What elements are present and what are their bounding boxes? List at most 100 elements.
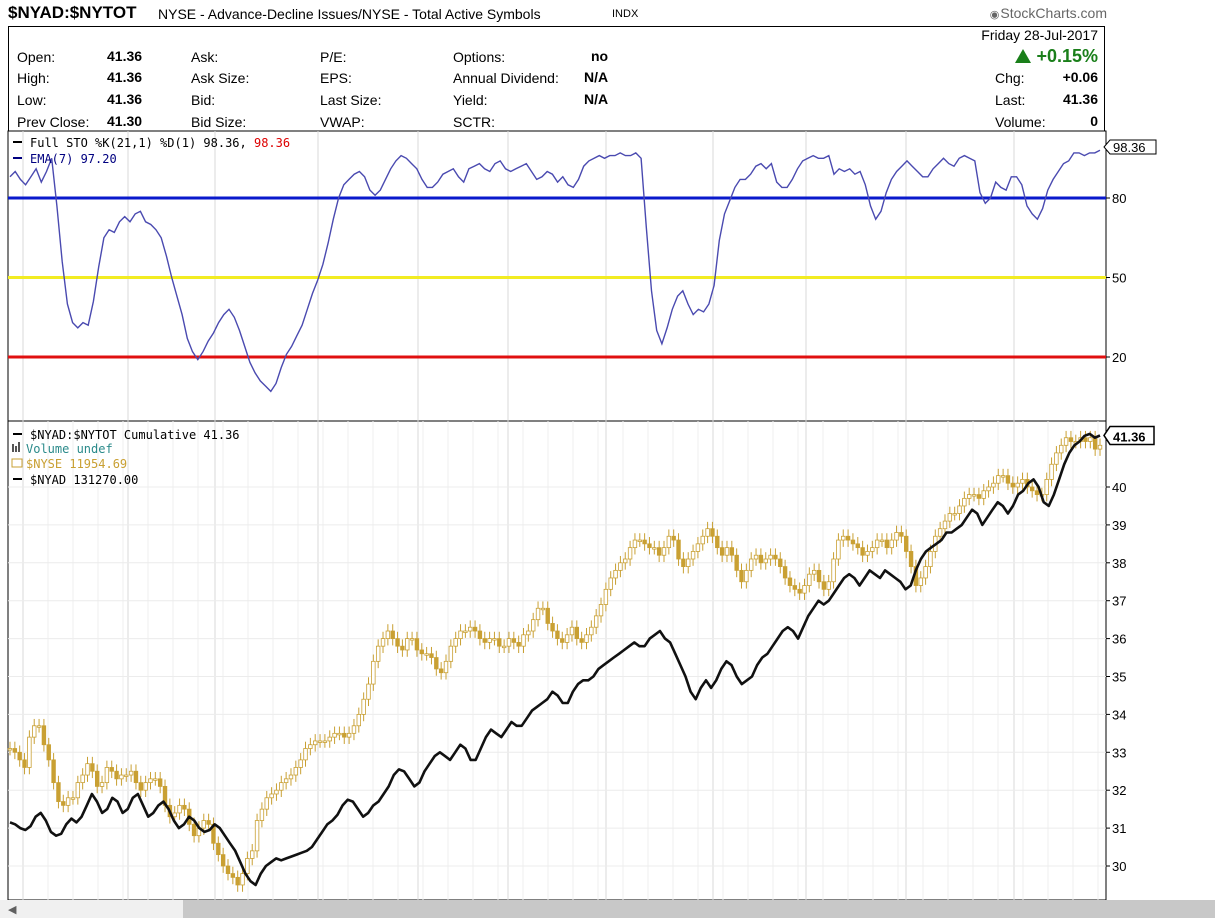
nyse-candle-body bbox=[879, 539, 885, 542]
price-tick-label: 37 bbox=[1112, 594, 1126, 609]
quote-panel: Open: 41.36 High: 41.36 Low: 41.36 Prev … bbox=[8, 26, 1105, 131]
nyse-candle-body bbox=[337, 732, 342, 736]
stochastic-value-tag-label: 98.36 bbox=[1113, 140, 1146, 155]
nyse-candle-body bbox=[681, 558, 686, 567]
nyse-candle-body bbox=[225, 865, 231, 874]
nyse-candle-body bbox=[744, 569, 749, 583]
nyse-candle-body bbox=[409, 638, 415, 641]
nyse-candle-body bbox=[904, 535, 909, 552]
nyse-candle-body bbox=[826, 581, 831, 590]
nyse-candle-body bbox=[264, 797, 269, 810]
scrollbar-thumb[interactable] bbox=[183, 900, 1215, 918]
nyse-candle-body bbox=[1034, 490, 1040, 495]
nyse-candle-body bbox=[95, 770, 100, 787]
nyse-candle-body bbox=[317, 740, 323, 743]
stochastic-tick-label: 80 bbox=[1112, 191, 1126, 206]
nyse-candle-body bbox=[356, 714, 361, 727]
nyse-candle-body bbox=[487, 638, 492, 643]
ema-legend-text: EMA(7) 97.20 bbox=[30, 152, 117, 166]
stochastic-legend-text: Full STO %K(21,1) %D(1) 98.36, 98.36 bbox=[30, 136, 290, 150]
nyse-candle-body bbox=[894, 532, 899, 541]
nyse-candle-body bbox=[1020, 479, 1025, 484]
nyse-candle-body bbox=[962, 497, 967, 507]
sctr-label: SCTR: bbox=[453, 114, 495, 130]
nyse-candle-body bbox=[1097, 444, 1103, 450]
nyse-candle-body bbox=[787, 577, 793, 586]
nyse-candle-body bbox=[971, 494, 977, 497]
nyse-candle-body bbox=[104, 767, 110, 784]
last-value: 41.36 bbox=[1062, 91, 1098, 107]
nyse-candle-body bbox=[1092, 437, 1098, 450]
nyse-candle-body bbox=[531, 619, 536, 632]
nyse-candle-body bbox=[501, 645, 507, 649]
high-value: 41.36 bbox=[107, 69, 143, 85]
nyse-candle-body bbox=[61, 801, 66, 806]
brand-logo[interactable]: ◉StockCharts.com bbox=[990, 5, 1107, 21]
nyse-candle-body bbox=[584, 634, 589, 643]
volume-value: 0 bbox=[1090, 113, 1098, 129]
nyse-candle-body bbox=[434, 657, 439, 670]
nyse-candle-body bbox=[986, 486, 991, 492]
low-label: Low: bbox=[17, 92, 47, 108]
nyse-candle-body bbox=[608, 577, 613, 590]
yield-label: Yield: bbox=[453, 92, 488, 108]
copyright-icon: ◉ bbox=[989, 9, 1000, 21]
nyse-candle-body bbox=[884, 539, 890, 549]
nyse-candle-body bbox=[623, 558, 628, 564]
nyse-candle-body bbox=[1044, 479, 1049, 495]
nyse-candle-body bbox=[671, 535, 676, 541]
nyse-candle-body bbox=[661, 547, 667, 556]
nyse-candle-body bbox=[463, 630, 468, 633]
nyse-candle-body bbox=[715, 535, 720, 549]
nyse-candle-body bbox=[80, 774, 85, 784]
nyse-candle-body bbox=[22, 759, 27, 768]
nyse-candle-body bbox=[908, 551, 914, 567]
nyse-candle-body bbox=[976, 494, 982, 499]
stochastic-tick-label: 20 bbox=[1112, 350, 1126, 365]
nyse-candle-body bbox=[855, 543, 860, 549]
change-percent: +0.15% bbox=[1015, 46, 1098, 67]
nyse-candle-body bbox=[603, 588, 609, 605]
volume-legend-bar bbox=[15, 446, 17, 452]
nyse-candle-body bbox=[957, 505, 962, 514]
nyse-candle-body bbox=[860, 547, 865, 556]
nyse-candle-body bbox=[618, 562, 623, 571]
nyse-candle-body bbox=[899, 532, 904, 537]
nyse-candle-body bbox=[351, 725, 357, 734]
scroll-left-icon[interactable]: ◀ bbox=[8, 904, 17, 916]
nyse-candle-body bbox=[70, 797, 76, 800]
nyse-candle-body bbox=[647, 543, 652, 549]
nyse-candle-body bbox=[889, 539, 894, 549]
price-tick-label: 31 bbox=[1112, 821, 1126, 836]
nyse-candle-body bbox=[545, 607, 550, 624]
nyse-candle-body bbox=[574, 626, 579, 639]
open-value: 41.36 bbox=[107, 48, 143, 64]
nyse-candle-body bbox=[996, 475, 1001, 484]
nyse-candle-body bbox=[724, 547, 730, 556]
nyse-candle-body bbox=[836, 539, 841, 560]
price-value-tag bbox=[1103, 425, 1155, 446]
nyse-candle-body bbox=[414, 638, 420, 651]
nyse-candle-body bbox=[797, 588, 802, 594]
volume-legend-bar bbox=[18, 442, 20, 452]
nyse-candle-body bbox=[981, 490, 986, 499]
nyse-candle-body bbox=[259, 808, 265, 821]
price-tick-label: 32 bbox=[1112, 783, 1126, 798]
nyse-candle-body bbox=[240, 873, 245, 886]
nyse-candle-body bbox=[308, 744, 313, 749]
nyse-candle-body bbox=[424, 653, 429, 656]
nyse-candle-body bbox=[593, 615, 599, 628]
nyse-candle-body bbox=[749, 558, 754, 571]
nyse-candle-body bbox=[85, 763, 90, 776]
price-value-tag-label: 41.36 bbox=[1113, 429, 1146, 444]
nyse-candle-body bbox=[216, 842, 221, 856]
stochastic-value-tag bbox=[1103, 139, 1157, 155]
nyse-candle-body bbox=[230, 873, 236, 878]
nyse-candle-body bbox=[90, 763, 95, 772]
nyse-candle-body bbox=[768, 554, 773, 560]
nyse-candle-body bbox=[274, 789, 279, 795]
options-label: Options: bbox=[453, 49, 506, 65]
nyse-candle-body bbox=[332, 732, 337, 738]
nyse-candle-body bbox=[555, 630, 560, 640]
